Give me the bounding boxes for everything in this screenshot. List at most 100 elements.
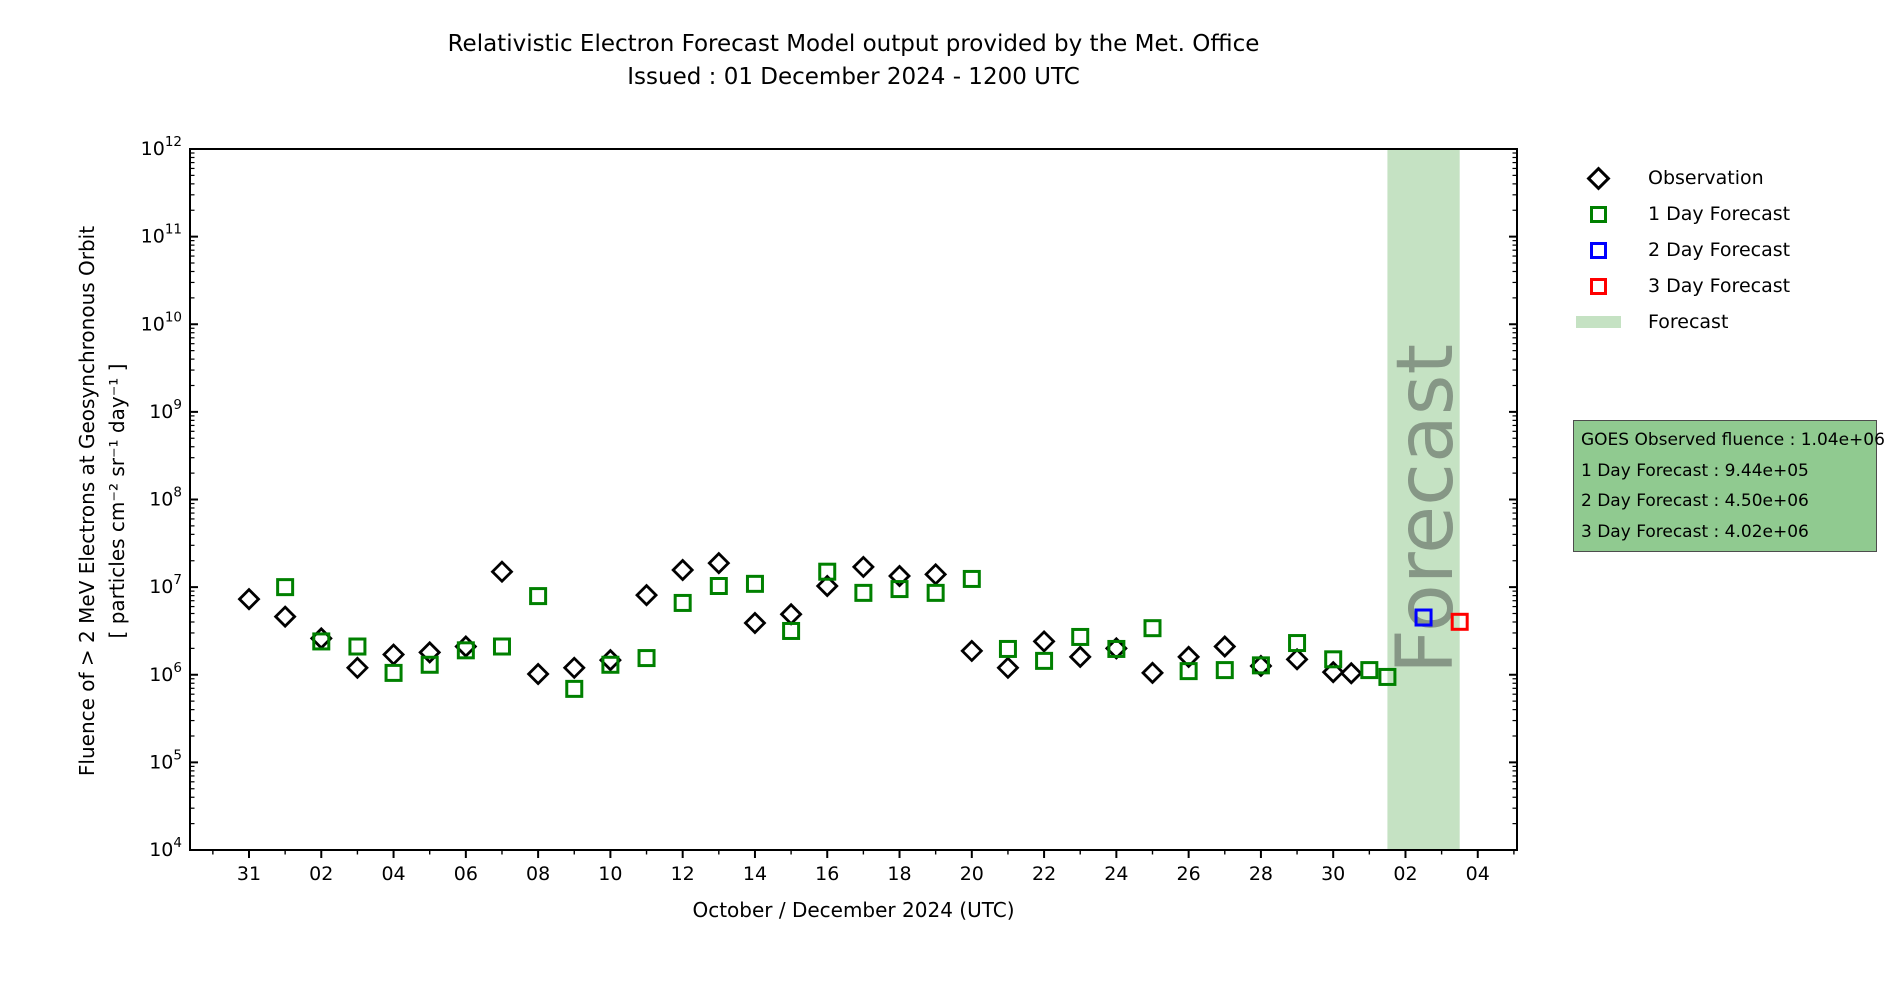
observation-point (1068, 645, 1092, 669)
1-day-forecast-point (1251, 656, 1270, 675)
observation-point (815, 574, 839, 598)
1-day-forecast-point (962, 569, 981, 588)
observation-point (851, 555, 875, 579)
y-axis-label: Fluence of > 2 MeV Electrons at Geosynch… (72, 51, 134, 951)
1-day-forecast-point (818, 562, 837, 581)
observation-point (924, 562, 948, 586)
1-day-forecast-point (1179, 662, 1198, 681)
observation-point (960, 639, 984, 663)
observation-point (237, 587, 261, 611)
observation-point (1321, 660, 1345, 684)
legend-label: 2 Day Forecast (1648, 239, 1791, 261)
observation-point (526, 662, 550, 686)
forecast-band (1387, 149, 1460, 850)
observation-diamond-icon (1574, 165, 1622, 191)
observation-point (1177, 645, 1201, 669)
1-day-forecast-point (782, 621, 801, 640)
1-day-forecast-point (1107, 639, 1126, 658)
1-day-forecast-point (492, 637, 511, 656)
1-day-forecast-point (1378, 667, 1397, 686)
legend-item-forecast: Forecast (1574, 304, 1790, 340)
y-tick-label: 107 (149, 572, 182, 598)
1-day-forecast-point (601, 655, 620, 674)
legend-label: 1 Day Forecast (1648, 203, 1791, 225)
1-day-forecast-point (312, 632, 331, 651)
y-tick-label: 108 (149, 485, 182, 511)
observation-point (996, 656, 1020, 680)
observation-point (779, 602, 803, 626)
x-tick-label: 22 (1032, 863, 1056, 885)
legend-label: Observation (1648, 167, 1764, 189)
1-day-forecast-point (565, 679, 584, 698)
chart-subtitle-issued: Issued : 01 December 2024 - 1200 UTC (627, 64, 1080, 90)
2-day-forecast-point (1414, 608, 1433, 627)
x-tick-label: 02 (309, 863, 333, 885)
y-tick-label: 106 (149, 660, 182, 686)
y-tick-label: 105 (149, 747, 182, 773)
axes-frame (189, 148, 1518, 851)
info-box-line: 1 Day Forecast : 9.44e+05 (1581, 460, 1809, 481)
x-tick-label: 18 (887, 863, 911, 885)
x-tick-label: 02 (1393, 863, 1417, 885)
forecast-watermark: Forecast (1381, 344, 1471, 674)
1-day-forecast-point (709, 577, 728, 596)
forecast-band-patch-icon (1574, 316, 1622, 328)
y-axis-label-line1: Fluence of > 2 MeV Electrons at Geosynch… (75, 225, 99, 777)
1-day-forecast-point (420, 655, 439, 674)
observation-point (490, 560, 514, 584)
x-tick-label: 26 (1177, 863, 1201, 885)
observation-point (888, 564, 911, 588)
1-day-forecast-point (384, 663, 403, 682)
1-day-forecast-point (456, 641, 475, 660)
observation-point (743, 611, 767, 635)
1-day-forecast-point (890, 580, 909, 599)
observation-point (1213, 635, 1237, 658)
1-day-forecast-point (998, 639, 1017, 658)
legend-item-3-day-forecast: 3 Day Forecast (1574, 268, 1790, 304)
observation-point (562, 656, 586, 680)
3-day-forecast-point (1450, 612, 1469, 631)
x-tick-label: 31 (237, 863, 261, 885)
x-tick-label: 20 (960, 863, 984, 885)
observation-point (635, 583, 659, 607)
1-day-forecast-point (1288, 634, 1307, 653)
forecast-info-box: GOES Observed fluence : 1.04e+06 1 Day Fo… (1573, 420, 1885, 552)
1-day-forecast-point (276, 578, 295, 597)
info-box-line: 2 Day Forecast : 4.50e+06 (1581, 491, 1809, 511)
1-day-forecast-point (637, 649, 656, 668)
x-tick-label: 08 (526, 863, 550, 885)
legend-item-observation: Observation (1574, 160, 1790, 196)
legend-label: Forecast (1648, 311, 1729, 333)
observation-point (382, 643, 406, 667)
observation-point (671, 558, 695, 582)
x-tick-label: 28 (1249, 863, 1273, 885)
info-box-line: GOES Observed fluence : 1.04e+06 (1581, 430, 1885, 450)
1-day-forecast-point (854, 583, 873, 602)
y-tick-label: 104 (149, 835, 182, 861)
legend-label: 3 Day Forecast (1648, 275, 1791, 297)
x-axis-label: October / December 2024 (UTC) (692, 898, 1015, 922)
x-tick-label: 10 (598, 863, 622, 885)
1-day-forecast-point (348, 637, 367, 656)
y-axis-label-line2: [ particles cm⁻² sr⁻¹ day⁻¹ ] (105, 363, 129, 639)
x-tick-label: 30 (1321, 863, 1345, 885)
observation-point (1032, 629, 1056, 653)
y-tick-label: 1011 (141, 222, 182, 248)
forecast-square-icon (1574, 205, 1622, 223)
legend: Observation 1 Day Forecast 2 Day Forecast 3… (1574, 160, 1790, 340)
x-tick-label: 16 (815, 863, 839, 885)
x-tick-label: 24 (1104, 863, 1128, 885)
observation-point (418, 640, 442, 664)
x-tick-label: 04 (381, 863, 405, 885)
observation-point (273, 605, 297, 629)
observation-point (1141, 661, 1164, 685)
1-day-forecast-point (1035, 651, 1054, 670)
y-tick-label: 109 (149, 397, 182, 423)
info-box-line: 3 Day Forecast : 4.02e+06 (1581, 521, 1809, 542)
y-tick-label: 1012 (141, 134, 182, 160)
1-day-forecast-point (1143, 619, 1162, 638)
1-day-forecast-point (673, 593, 692, 612)
forecast-square-icon (1574, 277, 1622, 295)
observation-point (345, 656, 369, 680)
